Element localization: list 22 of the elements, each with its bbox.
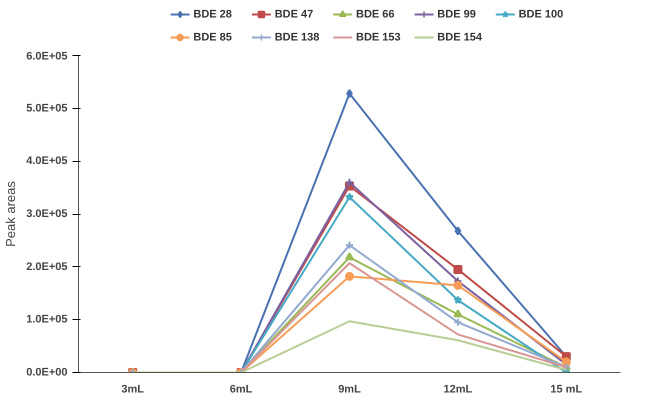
legend-label: BDE 100 xyxy=(518,8,564,20)
y-tick-label: 4.0E+05 xyxy=(26,155,68,168)
x-tick-label: 3mL xyxy=(121,384,144,396)
legend-label: BDE 154 xyxy=(437,32,483,44)
y-tick-label: 3.0E+05 xyxy=(26,208,68,220)
x-tick-label: 9mL xyxy=(338,384,362,396)
legend-label: BDE 99 xyxy=(437,8,476,20)
legend-label: BDE 153 xyxy=(356,32,401,44)
y-axis-title: Peak areas xyxy=(3,180,18,247)
x-tick-label: 12mL xyxy=(444,384,473,396)
legend-label: BDE 138 xyxy=(274,32,320,44)
legend-label: BDE 47 xyxy=(274,8,314,20)
legend-label: BDE 85 xyxy=(193,32,232,44)
legend-label: BDE 28 xyxy=(193,8,232,20)
y-tick-label: 6.0E+05 xyxy=(26,50,68,62)
y-tick-label: 0.0E+00 xyxy=(26,366,68,378)
y-tick-label: 2.0E+05 xyxy=(26,260,68,273)
x-tick-label: 6mL xyxy=(230,384,253,396)
y-tick-label: 5.0E+05 xyxy=(26,102,68,114)
x-tick-label: 15 mL xyxy=(550,384,582,396)
legend-label: BDE 66 xyxy=(356,8,395,20)
y-tick-label: 1.0E+05 xyxy=(26,314,68,326)
